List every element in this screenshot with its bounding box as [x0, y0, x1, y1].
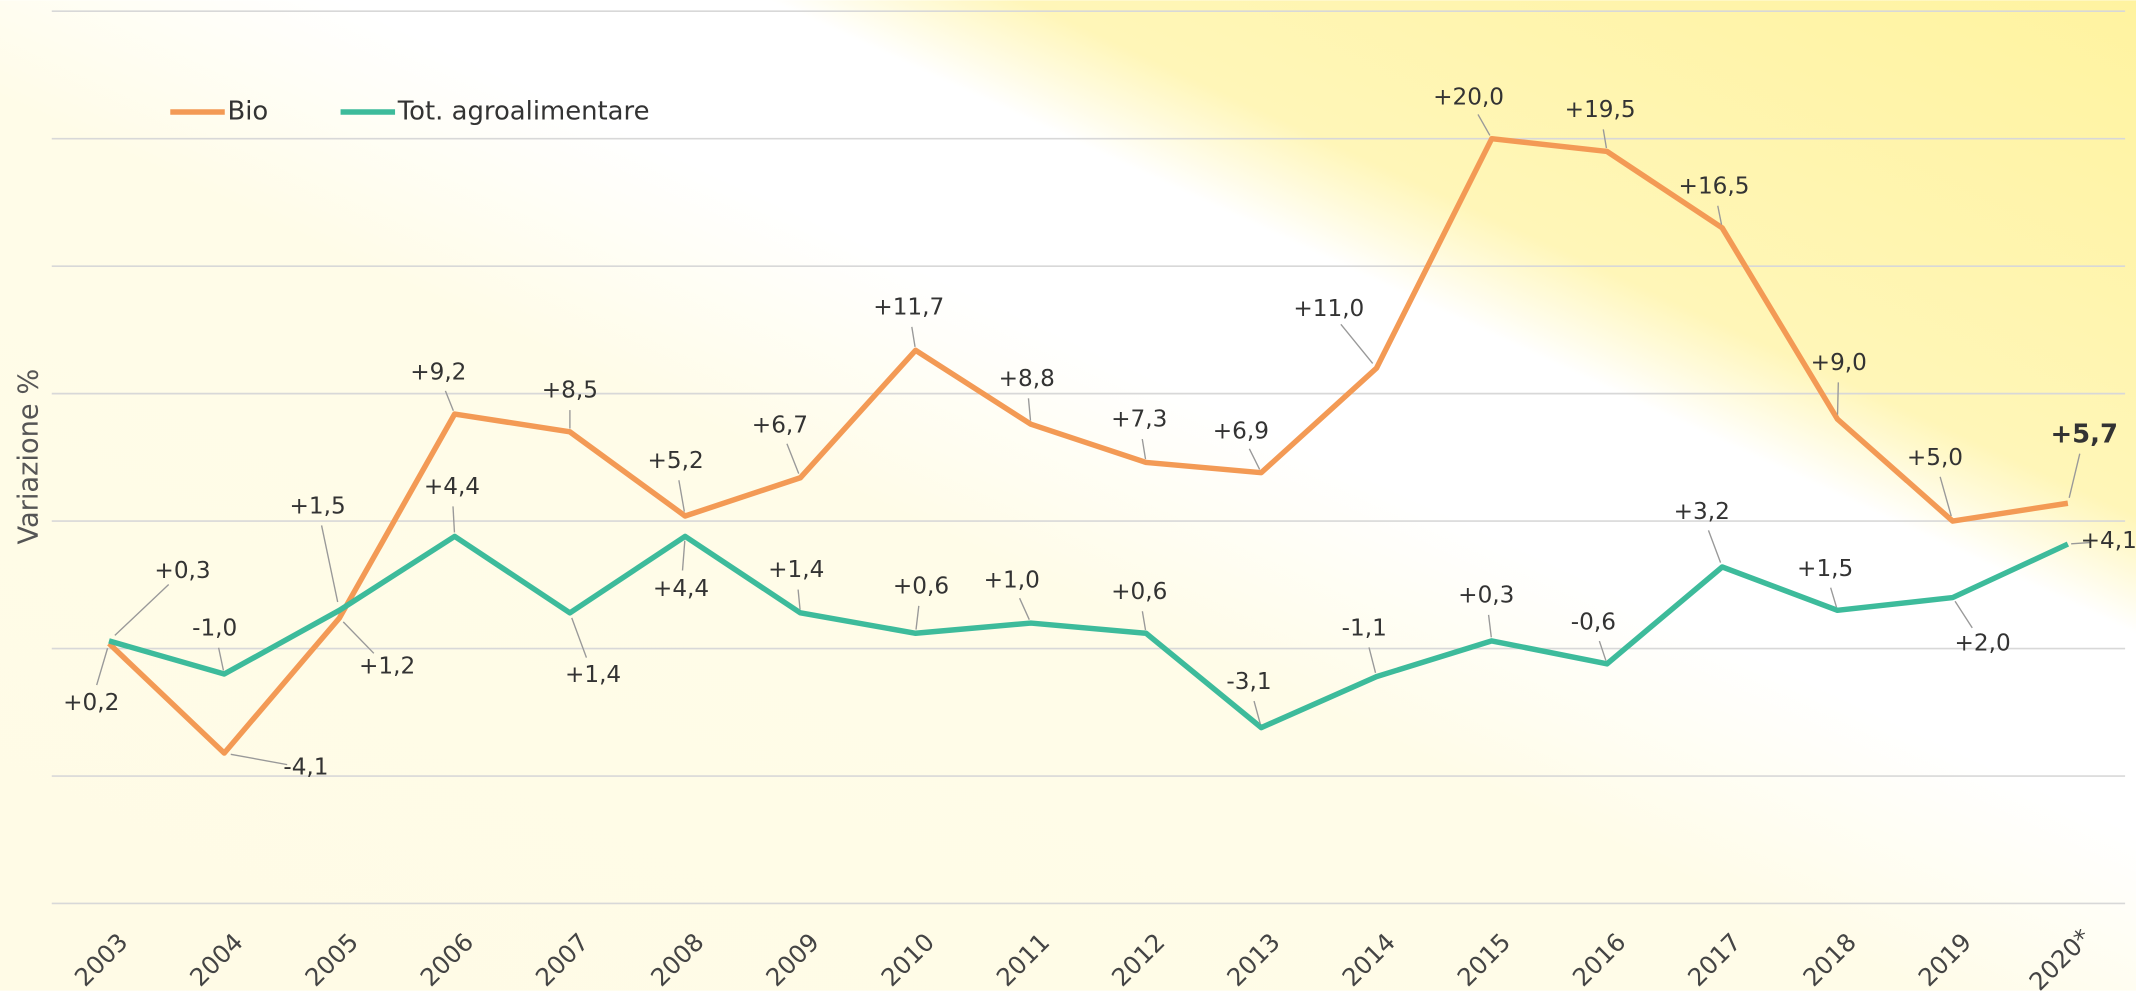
- data-label: +0,3: [154, 558, 210, 584]
- leader-line: [571, 617, 588, 658]
- data-label: +20,0: [1433, 84, 1504, 110]
- data-label: +11,0: [1293, 296, 1364, 322]
- leader-line: [1717, 205, 1723, 225]
- data-label: +9,2: [410, 360, 466, 386]
- leader-line: [1018, 597, 1030, 620]
- leader-line: [1836, 382, 1840, 415]
- leader-line: [1707, 530, 1722, 563]
- data-label: +1,4: [565, 662, 621, 688]
- data-label: +11,7: [873, 295, 944, 321]
- leader-line: [797, 589, 801, 610]
- series-line: [108, 533, 2070, 731]
- data-label: -3,1: [1226, 669, 1271, 695]
- y-axis-label: Variazione %: [13, 369, 44, 545]
- data-label: +19,5: [1565, 97, 1636, 123]
- data-label: +4,4: [653, 576, 709, 602]
- leader-line: [786, 443, 800, 474]
- data-label: -4,1: [283, 755, 328, 781]
- data-label: +6,9: [1213, 418, 1269, 444]
- leader-line: [230, 753, 288, 766]
- leader-line: [444, 390, 454, 412]
- data-label: +4,1: [2081, 528, 2136, 554]
- leader-line: [911, 326, 916, 348]
- data-label: +1,5: [290, 493, 346, 519]
- data-label: +1,5: [1797, 556, 1853, 582]
- leader-line: [1340, 323, 1374, 364]
- data-label: +5,2: [647, 448, 703, 474]
- leader-line: [114, 584, 170, 636]
- leader-line: [678, 480, 686, 512]
- data-label: +8,8: [999, 366, 1055, 392]
- leader-line: [1027, 398, 1032, 421]
- data-label: +6,7: [752, 412, 808, 438]
- data-label: +4,4: [424, 474, 480, 500]
- data-label: +8,5: [542, 377, 598, 403]
- data-label: -0,6: [1571, 609, 1616, 635]
- series-line: [107, 135, 2069, 756]
- leader-line: [915, 605, 920, 630]
- leader-line: [452, 506, 456, 533]
- leader-line: [96, 648, 109, 686]
- data-label: +0,6: [1111, 579, 1167, 605]
- leader-line: [1598, 640, 1607, 661]
- data-label: +0,6: [893, 573, 949, 599]
- data-label: -1,1: [1342, 615, 1387, 641]
- data-label: +5,0: [1907, 445, 1963, 471]
- leader-line: [1253, 700, 1261, 725]
- data-label: +1,4: [768, 557, 824, 583]
- data-label: +16,5: [1679, 174, 1750, 200]
- legend-label: Bio: [227, 97, 268, 127]
- leader-line: [1487, 614, 1492, 638]
- data-label: +5,7: [2050, 420, 2118, 450]
- data-label: +2,0: [1955, 630, 2011, 656]
- leader-line: [1141, 611, 1147, 631]
- leader-line: [1939, 476, 1952, 517]
- leader-line: [2071, 541, 2090, 545]
- data-label: -1,0: [192, 616, 237, 642]
- data-label: +7,3: [1111, 407, 1167, 433]
- legend-label: Tot. agroalimentare: [397, 97, 650, 127]
- leader-line: [320, 525, 339, 603]
- leader-line: [1954, 600, 1973, 629]
- leader-line: [1829, 587, 1838, 608]
- leader-line: [1477, 114, 1491, 136]
- leader-line: [342, 621, 375, 654]
- data-label: +1,0: [984, 567, 1040, 593]
- data-label: +1,2: [359, 654, 415, 680]
- leader-line: [681, 540, 686, 571]
- data-label: +3,2: [1674, 499, 1730, 525]
- data-label: +0,3: [1458, 582, 1514, 608]
- leader-line: [217, 647, 225, 671]
- leader-line: [1248, 448, 1261, 470]
- leader-line: [1368, 647, 1377, 673]
- leader-line: [1602, 129, 1608, 149]
- data-label: +0,2: [63, 690, 119, 716]
- data-label: +9,0: [1811, 350, 1867, 376]
- leader-line: [2068, 453, 2081, 498]
- leader-line: [1141, 438, 1147, 460]
